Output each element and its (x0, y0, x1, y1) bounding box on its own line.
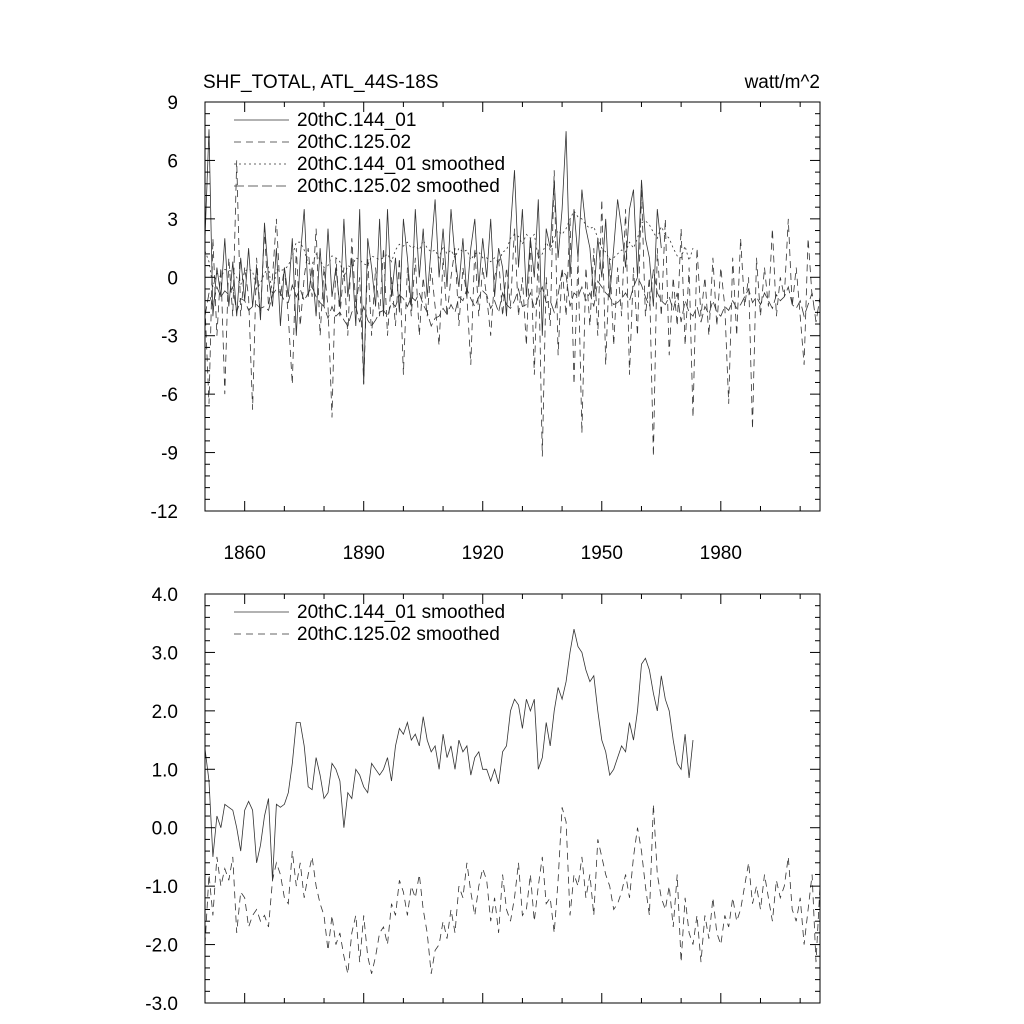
legend-label: 20thC.125.02 smoothed (297, 624, 500, 645)
series-line-0 (204, 629, 694, 881)
legend-label: 20thC.125.02 (297, 132, 411, 153)
y-tick-label: -9 (161, 444, 178, 465)
x-tick-label: 1890 (343, 543, 385, 564)
series-line-1 (204, 804, 821, 974)
y-tick-label: -3.0 (145, 994, 178, 1015)
legend-label: 20thC.144_01 smoothed (297, 154, 505, 175)
series-line-2 (204, 210, 694, 295)
y-tick-label: -6 (161, 385, 178, 406)
y-tick-label: -12 (151, 502, 178, 523)
y-tick-label: -1.0 (145, 877, 178, 898)
y-tick-label: 0.0 (152, 819, 178, 840)
bottom-panel: 4.0 3.0 2.0 1.0 0.0 -1.0 -2.0 -3.0 20thC.144_01… (145, 585, 821, 1015)
legend-label: 20thC.144_01 smoothed (297, 602, 505, 623)
top-axis-ticks: 9 6 3 0 -3 -6 -9 -12 1860 1890 1920 1950 1980 (151, 93, 820, 564)
top-plot-frame (204, 101, 821, 512)
y-tick-label: 3.0 (152, 643, 178, 664)
bottom-plot-frame (204, 593, 821, 1004)
y-tick-label: -3 (161, 327, 178, 348)
x-tick-label: 1980 (700, 543, 742, 564)
top-series-group (204, 129, 821, 457)
series-line-1 (204, 160, 813, 457)
y-tick-label: 0 (167, 268, 178, 289)
y-tick-label: 4.0 (152, 585, 178, 606)
bottom-axis-ticks: 4.0 3.0 2.0 1.0 0.0 -1.0 -2.0 -3.0 (145, 585, 820, 1015)
top-panel: SHF_TOTAL, ATL_44S-18S watt/m^2 9 6 3 0 -3 -6… (151, 72, 821, 564)
series-line-3 (204, 269, 821, 328)
y-tick-label: 9 (167, 93, 178, 114)
y-tick-label: -2.0 (145, 936, 178, 957)
y-tick-label: 1.0 (152, 760, 178, 781)
x-tick-label: 1860 (224, 543, 266, 564)
units-label: watt/m^2 (744, 72, 820, 93)
chart-title: SHF_TOTAL, ATL_44S-18S (203, 72, 439, 93)
series-line-0 (204, 129, 662, 385)
legend-label: 20thC.125.02 smoothed (297, 176, 500, 197)
y-tick-label: 3 (167, 210, 178, 231)
y-tick-label: 2.0 (152, 702, 178, 723)
x-tick-label: 1950 (581, 543, 623, 564)
bottom-series-group (204, 629, 821, 974)
legend-label: 20thC.144_01 (297, 110, 416, 131)
y-tick-label: 6 (167, 151, 178, 172)
x-tick-label: 1920 (462, 543, 504, 564)
